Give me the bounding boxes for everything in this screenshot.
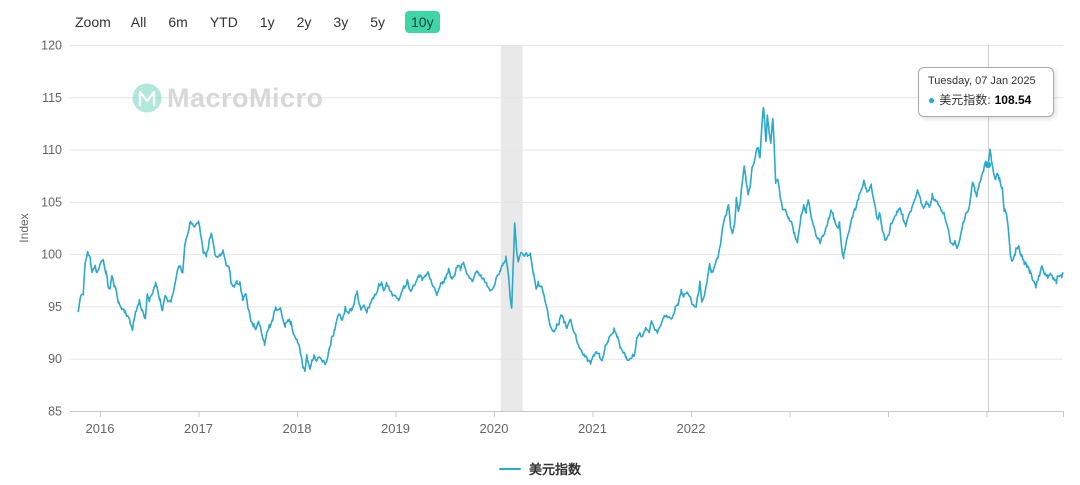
- legend-item[interactable]: 美元指数: [0, 459, 1080, 478]
- chart-tooltip: Tuesday, 07 Jan 2025 ● 美元指数: 108.54: [918, 67, 1054, 117]
- x-axis-year-label: 2022: [677, 421, 706, 436]
- y-axis-tick-label: 110: [42, 143, 62, 157]
- x-axis: 2016 2017 2018 2019 2020 2021 2022: [70, 411, 1064, 436]
- x-axis-year-label: 2017: [184, 421, 213, 436]
- range-button-3y[interactable]: 3y: [333, 14, 349, 30]
- hover-point-marker: [984, 161, 992, 169]
- range-toolbar: Zoom All 6m YTD 1y 2y 3y 5y 10y: [75, 11, 440, 33]
- recession-band: [500, 45, 523, 411]
- price-chart[interactable]: 85 90 95 100 105 110 115 120 Index MacroMicro 2016…: [0, 0, 1080, 447]
- x-axis-year-label: 2019: [381, 421, 410, 436]
- y-axis-tick-label: 100: [41, 248, 62, 262]
- tooltip-series-label: 美元指数:: [939, 93, 991, 107]
- y-grid: 85 90 95 100 105 110 115 120: [41, 39, 1063, 419]
- y-axis-tick-label: 120: [41, 39, 62, 53]
- zoom-label: Zoom: [75, 14, 111, 30]
- series-bullet-icon: ●: [928, 92, 936, 107]
- tooltip-series-row: ● 美元指数: 108.54: [928, 91, 1044, 108]
- range-button-1y[interactable]: 1y: [259, 14, 275, 30]
- range-buttons: All 6m YTD 1y 2y 3y 5y 10y: [129, 11, 440, 33]
- y-axis-tick-label: 85: [48, 405, 62, 419]
- range-button-5y[interactable]: 5y: [370, 14, 385, 30]
- y-axis-tick-label: 115: [42, 91, 62, 105]
- series-line: [77, 106, 1064, 373]
- x-axis-year-label: 2018: [283, 421, 312, 436]
- range-button-all[interactable]: All: [130, 14, 147, 30]
- y-axis-tick-label: 105: [41, 195, 62, 209]
- y-axis-title: Index: [17, 213, 31, 242]
- tooltip-value: 108.54: [994, 92, 1032, 107]
- watermark-text: MacroMicro: [167, 83, 324, 113]
- legend-line-icon: [498, 467, 521, 470]
- y-axis-tick-label: 95: [48, 300, 62, 314]
- tooltip-date: Tuesday, 07 Jan 2025: [928, 75, 1036, 87]
- x-axis-year-label: 2016: [86, 421, 115, 436]
- macromicro-logo-icon: [132, 83, 162, 113]
- x-axis-year-label: 2020: [480, 421, 509, 436]
- macromicro-watermark: MacroMicro: [132, 83, 324, 113]
- range-button-ytd[interactable]: YTD: [209, 14, 238, 30]
- legend-series-label: 美元指数: [528, 462, 581, 477]
- x-axis-year-label: 2021: [578, 421, 607, 436]
- range-button-6m[interactable]: 6m: [168, 14, 188, 30]
- range-button-10y[interactable]: 10y: [405, 11, 440, 33]
- y-axis-tick-label: 90: [48, 352, 62, 366]
- range-button-2y[interactable]: 2y: [296, 14, 312, 30]
